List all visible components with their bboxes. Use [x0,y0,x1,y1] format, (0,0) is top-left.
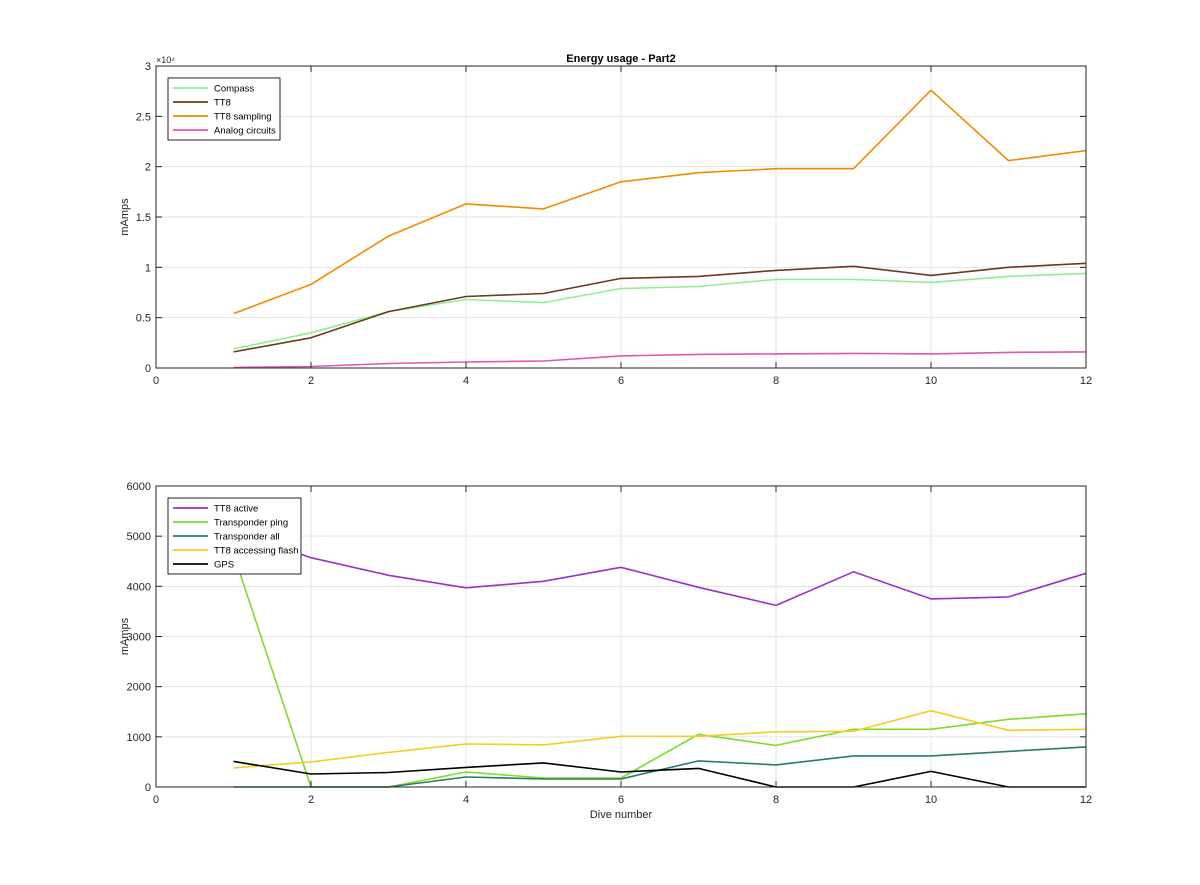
y-exponent-label: ×10⁴ [156,55,175,65]
legend-entry: TT8 active [214,504,258,515]
x-tick-label: 4 [463,794,469,806]
x-tick-label: 0 [153,375,159,387]
top-plot: 0 2 4 6 8 10 12 0 0.5 1 1.5 2 2.5 3 ×10⁴ Energy usage -… [119,53,1092,387]
series-line-gps [233,760,1086,788]
y-tick-label: 0 [145,782,151,794]
legend-entry: Transponder ping [214,518,288,529]
x-tick-label: 10 [925,375,937,387]
y-tick-label: 0 [145,363,151,375]
series-line-tt8-accessing-flash [233,709,1087,769]
x-tick-label: 4 [463,375,469,387]
x-axis-label: Dive number [590,809,653,821]
legend-entry: Transponder all [214,532,280,543]
legend-entry: TT8 [214,98,231,109]
y-tick-label: 1.5 [136,212,151,224]
legend-entry: TT8 sampling [214,112,272,123]
legend-entry: TT8 accessing flash [214,546,298,557]
y-tick-label: 3000 [127,632,151,644]
y-tick-label: 1000 [127,732,151,744]
x-tick-label: 6 [618,375,624,387]
x-tick-label: 6 [618,794,624,806]
x-tick-label: 10 [925,794,937,806]
x-tick-label: 2 [308,375,314,387]
series-line-tt8-active [233,530,1087,607]
y-tick-label: 0.5 [136,313,151,325]
y-tick-label: 2 [145,162,151,174]
x-tick-label: 12 [1080,794,1092,806]
y-tick-label: 5000 [127,531,151,543]
series-line-analog-circuits [233,351,1087,369]
legend-entry: Compass [214,84,254,95]
legend-entry: Analog circuits [214,126,276,137]
y-axis-label: mAmps [119,198,131,236]
y-tick-label: 4000 [127,581,151,593]
x-tick-label: 8 [773,794,779,806]
x-tick-label: 12 [1080,375,1092,387]
legend-entry: GPS [214,560,234,571]
y-tick-label: 6000 [127,481,151,493]
y-tick-label: 3 [145,61,151,73]
x-tick-label: 8 [773,375,779,387]
chart-title: Energy usage - Part2 [566,53,675,65]
x-tick-label: 0 [153,794,159,806]
series-line-tt8 [233,262,1087,353]
y-tick-label: 2000 [127,682,151,694]
bottom-plot: 0 2 4 6 8 10 12 0 1000 2000 3000 4000 5000 6000 Dive n… [119,481,1092,821]
x-tick-label: 2 [308,794,314,806]
y-tick-label: 2.5 [136,111,151,123]
y-axis-label: mAmps [119,617,131,655]
y-tick-label: 1 [145,262,151,274]
series-line-tt8-sampling [233,89,1087,315]
